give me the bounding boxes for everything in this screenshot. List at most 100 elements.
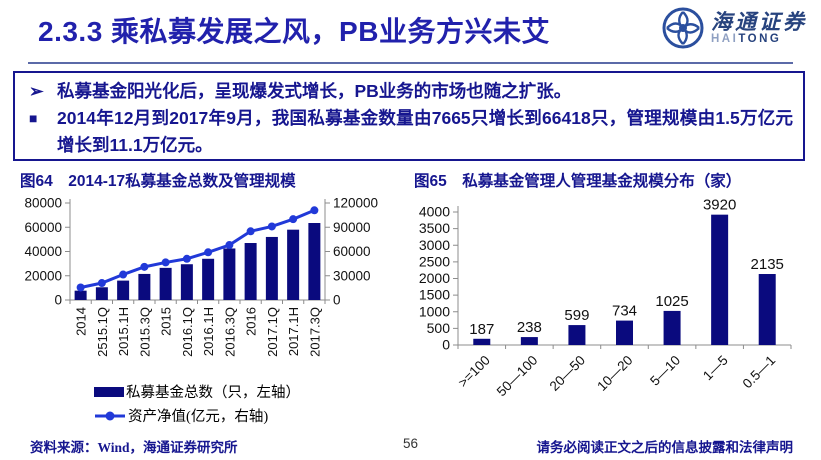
right-axis-tick-label: 120000: [333, 196, 378, 211]
bar: [159, 267, 172, 300]
bar: [265, 236, 278, 300]
x-axis-label: 2015.3Q: [137, 307, 152, 357]
legend-item-bars: 私募基金总数（只，左轴）: [94, 381, 300, 402]
x-axis-label: 2016.3Q: [222, 307, 237, 357]
bar: [308, 223, 321, 300]
x-axis-label: 50—100: [494, 353, 541, 400]
line-series-swatch: [95, 411, 125, 420]
bar: [138, 273, 151, 300]
line-marker: [182, 254, 191, 263]
logo-name-cn: 海通证券: [711, 9, 807, 34]
x-axis-label: 5—10: [647, 353, 683, 389]
footer-source: 资料来源：Wind，海通证券研究所: [30, 440, 238, 455]
y-axis-tick-label: 3500: [419, 220, 450, 236]
bar-data-label: 1025: [655, 293, 688, 310]
right-axis-tick-label: 30000: [333, 268, 371, 283]
x-axis-label: 0.5—1: [740, 353, 779, 392]
bar: [117, 280, 130, 300]
figure-64: 图64 2014-17私募基金总数及管理规模 0 20000 40000 60000 8…: [8, 169, 402, 425]
chart-64-legend: 私募基金总数（只，左轴） 资产净值(亿元，右轴): [94, 381, 300, 426]
x-axis-label: 2016.1Q: [180, 307, 195, 357]
left-axis-tick-label: 60000: [24, 220, 62, 235]
x-axis-label: 10—20: [594, 353, 635, 394]
page-title: 2.3.3 乘私募发展之风，PB业务方兴未艾: [38, 16, 550, 47]
bar: [616, 320, 633, 345]
bar: [663, 310, 681, 345]
header-divider: [28, 62, 793, 64]
left-axis-tick-label: 40000: [24, 244, 62, 259]
bar-data-label: 3920: [703, 197, 736, 214]
y-axis-tick-label: 1500: [419, 287, 450, 303]
bar-data-label: 238: [517, 319, 542, 336]
x-axis-label: >=100: [455, 353, 493, 391]
figure-65-title: 图65 私募基金管理人管理基金规模分布（家）: [414, 173, 742, 190]
bar-series-swatch: [94, 386, 124, 397]
haitong-logo-icon: [662, 7, 704, 49]
y-axis-tick-label: 0: [442, 337, 450, 353]
line-marker: [119, 270, 128, 279]
chart-64-combo: 0 20000 40000 60000 80000 0 30000 60000 90000 120…: [24, 196, 378, 357]
bar: [95, 287, 108, 300]
logo-en-tong: TONG: [738, 32, 782, 45]
legend-item-line: 资产净值(亿元，右轴): [94, 405, 300, 426]
x-axis-label: 2014: [74, 307, 89, 336]
bar: [244, 243, 257, 300]
bar: [473, 338, 491, 345]
bar-data-label: 599: [564, 307, 589, 324]
y-axis-tick-label: 2500: [419, 253, 450, 269]
right-axis-tick-label: 90000: [333, 220, 371, 235]
bar-data-label: 187: [469, 321, 494, 338]
bar-data-label: 734: [612, 303, 637, 320]
line-marker: [97, 279, 106, 288]
line-marker: [161, 258, 170, 267]
bar: [74, 290, 87, 300]
bar: [758, 274, 776, 345]
bar: [711, 214, 729, 345]
bar-data-label: 2135: [751, 256, 784, 273]
y-axis-tick-label: 4000: [419, 204, 450, 220]
bar: [287, 229, 300, 300]
x-axis-label: 2015.1H: [116, 307, 131, 356]
figure-64-title: 图64 2014-17私募基金总数及管理规模: [20, 173, 296, 190]
line-marker: [267, 222, 276, 231]
haitong-logo: 海通证券 HAITONG: [661, 6, 807, 50]
line-marker: [204, 248, 213, 257]
left-axis-tick-label: 20000: [24, 268, 62, 283]
line-marker: [310, 206, 319, 215]
line-marker: [225, 241, 234, 250]
page-number: 56: [402, 436, 419, 451]
x-axis-label: 1—5: [700, 353, 731, 384]
y-axis-tick-label: 500: [427, 320, 451, 336]
callout-item: ■ 2014年12月到2017年9月，我国私募基金数量由7665只增长到6641…: [27, 105, 793, 159]
y-axis-tick-label: 1000: [419, 303, 450, 319]
square-bullet-icon: ■: [29, 110, 38, 126]
x-axis-label: 2017.1Q: [265, 307, 280, 357]
line-marker: [76, 283, 85, 292]
bar: [568, 325, 586, 345]
footer-disclaimer: 请务必阅读正文之后的信息披露和法律声明: [536, 440, 794, 455]
x-axis-label: 2017.3Q: [307, 307, 322, 357]
bar: [520, 337, 538, 345]
x-axis-label: 2017.1H: [286, 307, 301, 356]
y-axis-tick-label: 2000: [419, 270, 450, 286]
callout-item: ➢ 私募基金阳光化后，呈现爆发式增长，PB业务的市场也随之扩张。: [27, 78, 793, 105]
arrow-bullet-icon: ➢: [29, 81, 44, 101]
x-axis-label: 20—50: [547, 353, 588, 394]
bar: [180, 264, 193, 300]
legend-label: 私募基金总数（只，左轴）: [126, 385, 300, 401]
x-axis-label: 2015: [159, 307, 174, 336]
bar: [202, 258, 215, 300]
legend-label: 资产净值(亿元，右轴): [128, 409, 269, 425]
left-axis-tick-label: 80000: [24, 196, 62, 211]
left-axis-tick-label: 0: [54, 293, 62, 308]
figure-65: 图65 私募基金管理人管理基金规模分布（家） 0 500 1000 1500 2000 2…: [402, 169, 818, 419]
bar: [223, 248, 236, 300]
summary-callout-box: ➢ 私募基金阳光化后，呈现爆发式增长，PB业务的市场也随之扩张。 ■ 2014年…: [13, 71, 805, 161]
callout-text: 私募基金阳光化后，呈现爆发式增长，PB业务的市场也随之扩张。: [57, 81, 572, 101]
callout-text: 2014年12月到2017年9月，我国私募基金数量由7665只增长到66418只…: [57, 108, 793, 155]
logo-name-en: HAITONG: [711, 33, 781, 45]
x-axis-label: 2016.1H: [201, 307, 216, 356]
y-axis-tick-label: 3000: [419, 237, 450, 253]
trend-line: [80, 208, 315, 289]
